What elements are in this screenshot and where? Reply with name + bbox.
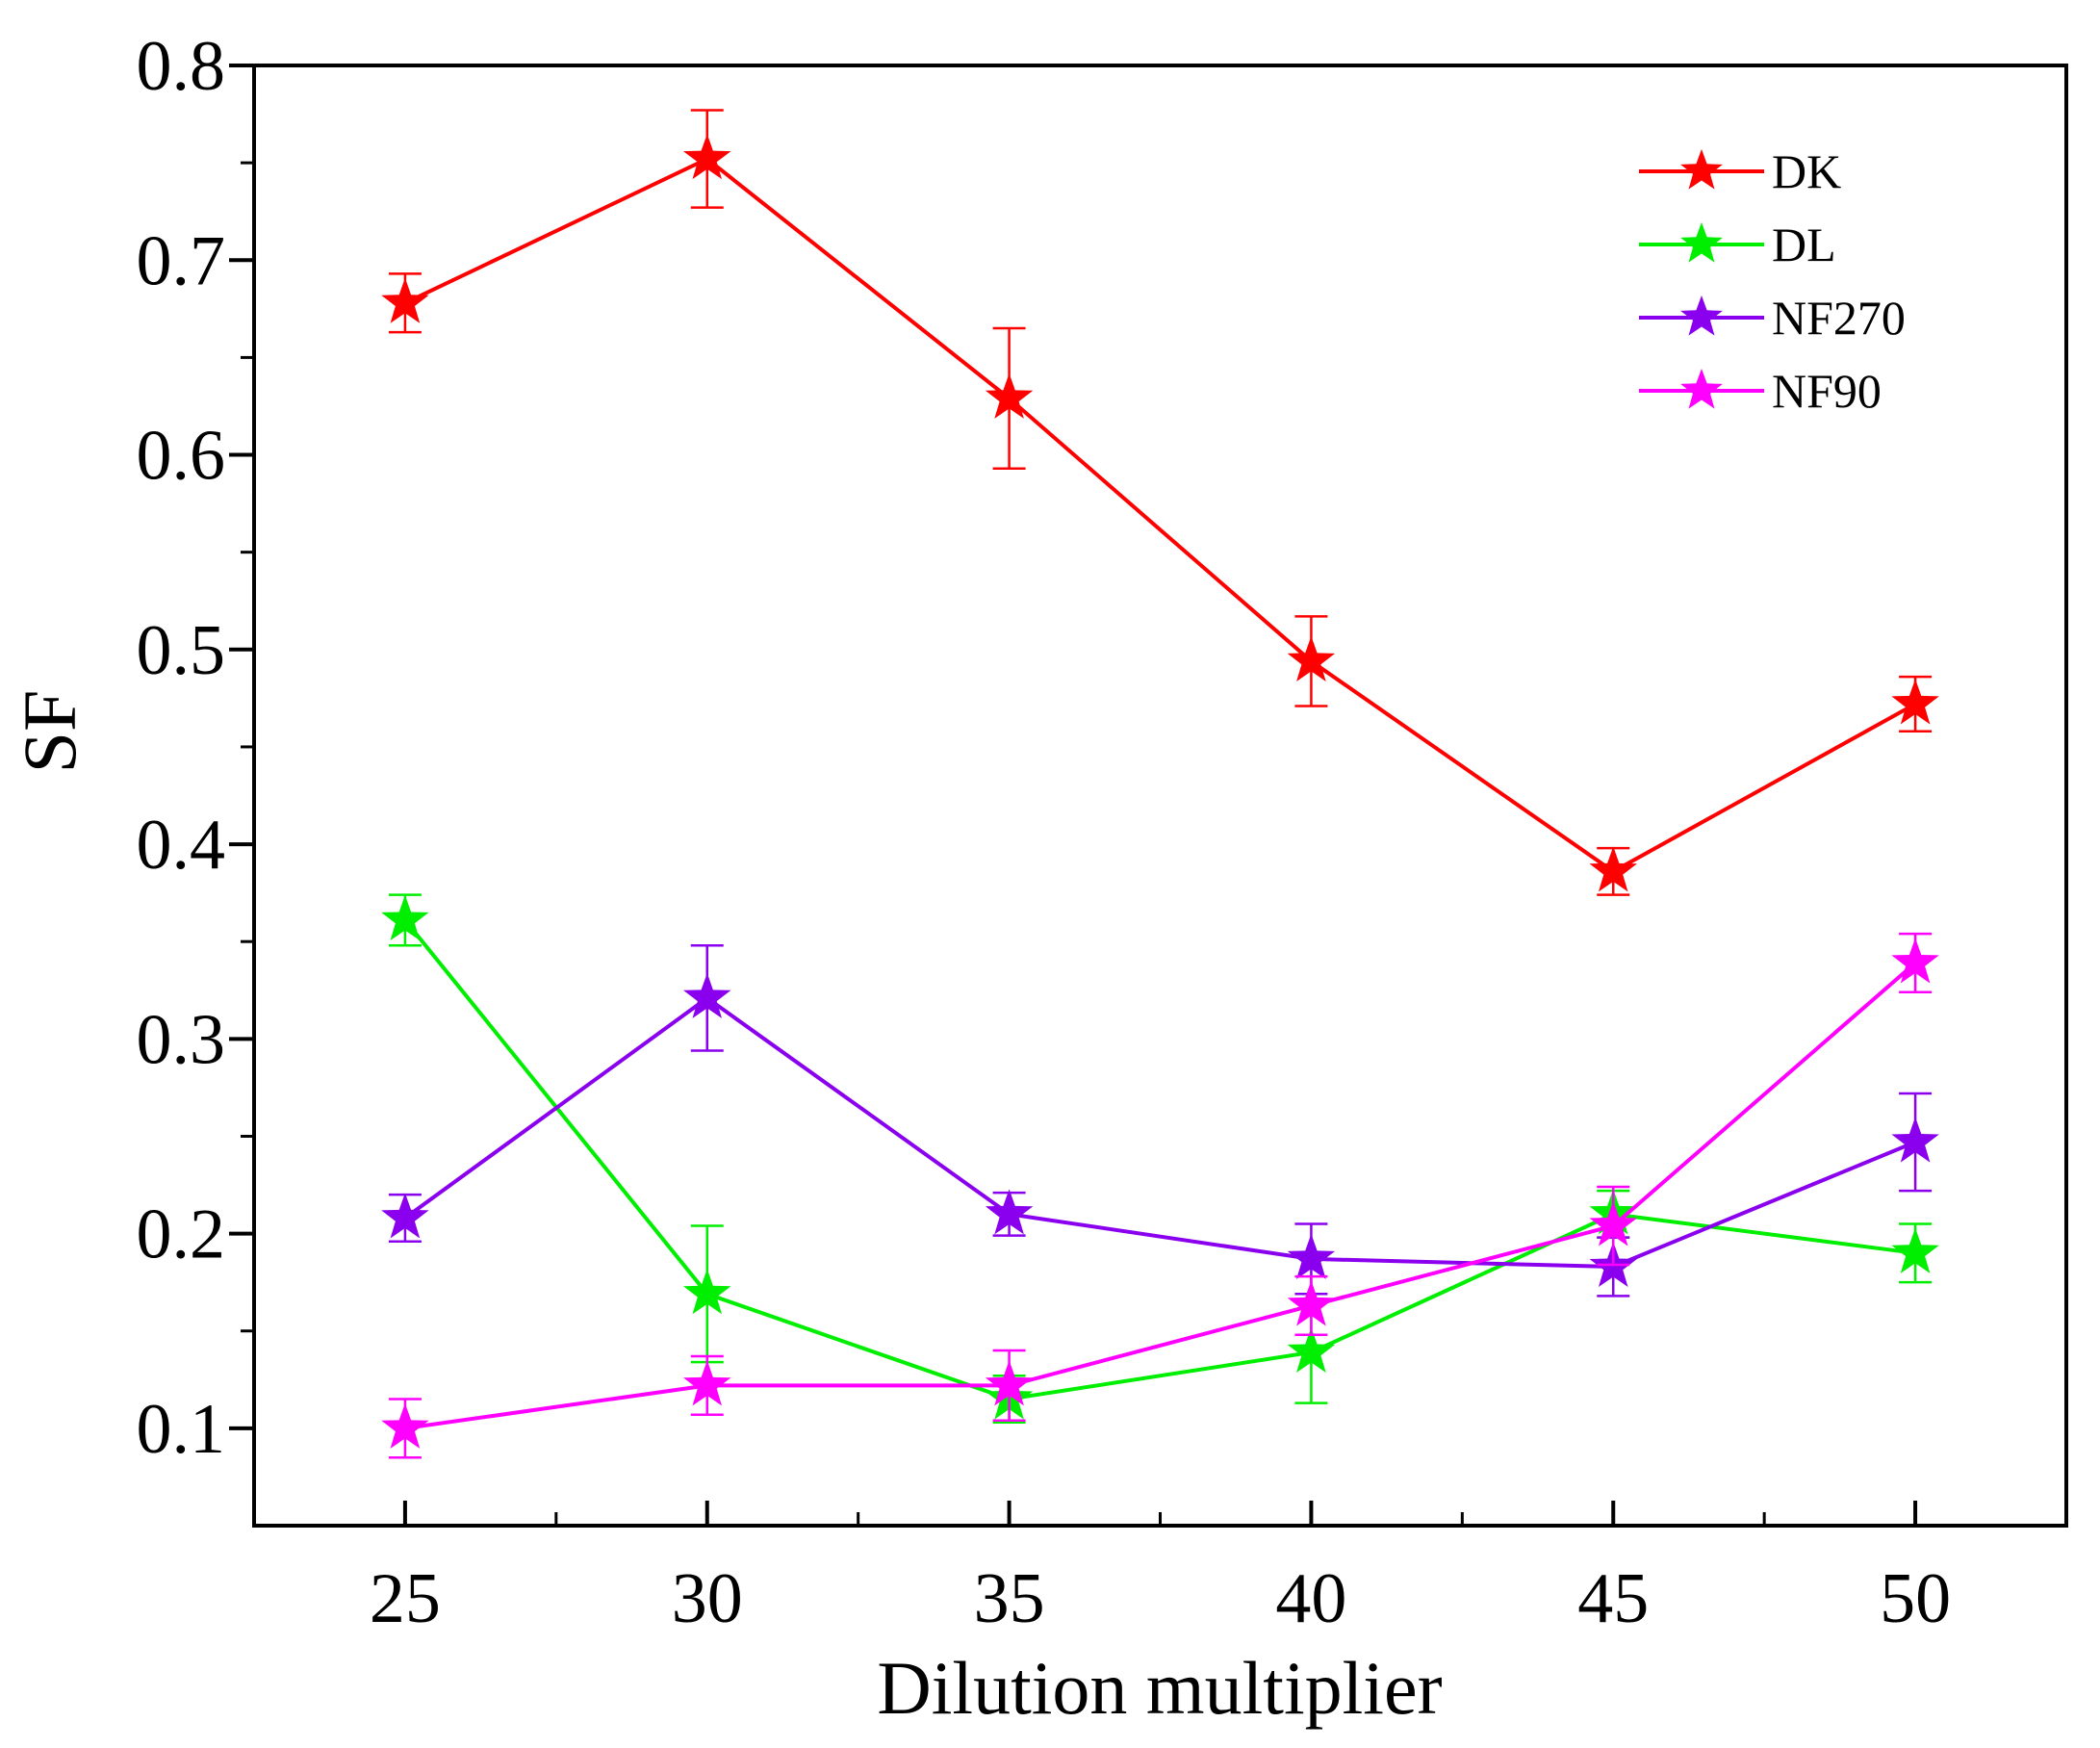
y-tick-label: 0.5 [137,611,226,690]
series-line-dl [403,918,1916,1401]
series-layer [381,109,1939,1459]
legend-marker-dl [1680,222,1723,263]
data-point-nf270 [985,1189,1034,1235]
data-point-nf270 [381,1193,429,1239]
x-tick-label: 50 [1880,1559,1951,1638]
legend-label-dk: DK [1772,144,1841,198]
data-point-dk [683,134,731,180]
data-point-dl [1891,1227,1939,1273]
plot-frame [252,64,2068,1528]
data-point-nf90 [985,1360,1034,1406]
legend-item-dl: DL [1639,218,1836,271]
x-tick-label: 30 [672,1559,743,1638]
legend-label-nf270: NF270 [1772,291,1906,345]
data-point-dk [985,373,1034,419]
series-nf90 [381,932,1939,1459]
y-axis-label: SF [8,690,91,774]
data-point-nf90 [1287,1280,1336,1326]
y-tick-label: 0.2 [137,1195,226,1274]
y-tick-label: 0.4 [137,806,226,885]
data-point-nf90 [1589,1200,1637,1247]
x-tick-label: 45 [1577,1559,1649,1638]
legend-marker-nf90 [1680,369,1723,409]
data-point-dk [381,277,429,323]
data-point-dl [1287,1327,1336,1373]
legend-item-dk: DK [1639,144,1841,198]
x-tick-label: 35 [974,1559,1045,1638]
data-point-dk [1891,679,1939,725]
y-tick-label: 0.7 [137,221,226,300]
series-nf270 [381,943,1939,1298]
data-point-nf90 [683,1360,731,1406]
x-axis-label: Dilution multiplier [877,1646,1442,1730]
series-line-nf270 [403,995,1916,1270]
data-point-nf90 [1891,938,1939,984]
data-point-dl [381,895,429,940]
series-line-dk [404,156,1917,874]
data-point-nf270 [1891,1117,1939,1163]
x-tick-label: 25 [370,1559,441,1638]
y-tick-label: 0.8 [137,27,226,106]
legend-label-nf90: NF90 [1772,364,1882,418]
series-dk [381,109,1939,896]
y-tick-label: 0.6 [137,417,226,496]
y-tick-label: 0.1 [137,1390,226,1469]
series-dl [381,893,1939,1425]
legend-label-dl: DL [1772,218,1836,271]
y-tick-label: 0.3 [137,1000,226,1079]
legend-marker-nf270 [1680,296,1723,336]
series-line-nf90 [404,961,1917,1430]
y-axis-ticks: 0.1 0.2 0.3 0.4 0.5 0.6 0.7 0.8 [137,27,254,1469]
legend-item-nf90: NF90 [1639,364,1882,418]
data-point-nf270 [683,972,731,1018]
legend-marker-dk [1680,149,1723,190]
data-point-dk [1589,846,1637,892]
data-point-dl [683,1269,731,1315]
data-point-dk [1287,635,1336,681]
x-axis-ticks: 25 30 35 40 45 50 [370,1501,1951,1638]
legend-item-nf270: NF270 [1639,291,1906,345]
x-tick-label: 40 [1275,1559,1346,1638]
data-point-nf270 [1287,1233,1336,1279]
data-point-nf90 [381,1402,429,1449]
legend: DK DL NF270 NF90 [1639,144,1906,418]
